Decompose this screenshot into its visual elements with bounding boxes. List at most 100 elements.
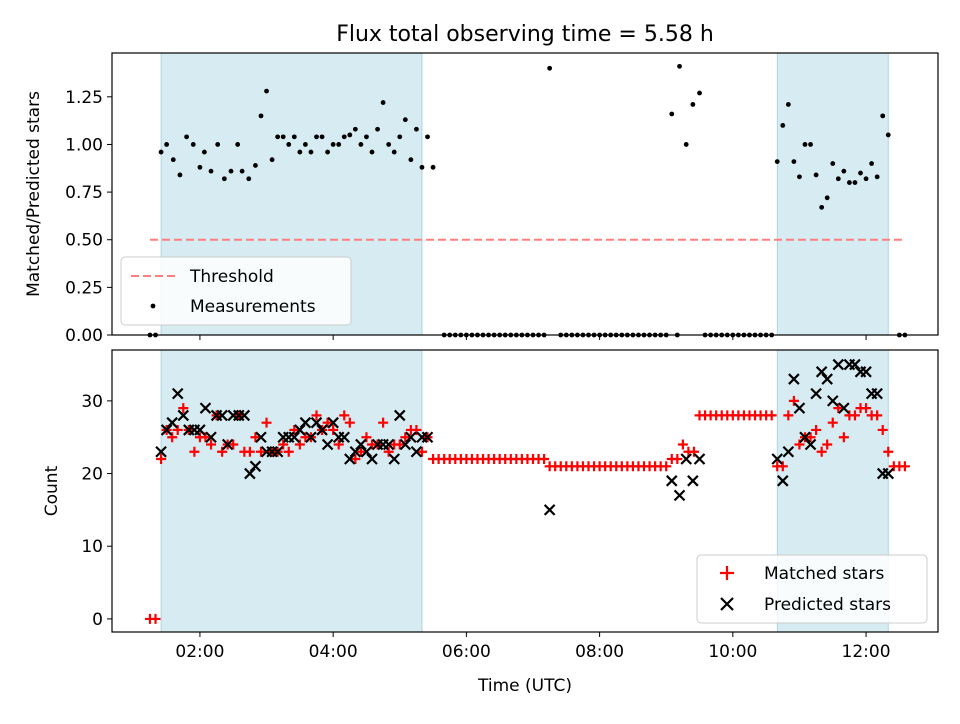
matched-star-point bbox=[206, 439, 217, 450]
predicted-star-point bbox=[299, 416, 312, 429]
x-tick-label: 04:00 bbox=[309, 642, 358, 662]
y-tick-label: 0 bbox=[92, 610, 103, 630]
top-legend: Threshold Measurements bbox=[120, 256, 352, 326]
predicted-star-point bbox=[543, 504, 556, 516]
figure-title: Flux total observing time = 5.58 h bbox=[336, 22, 714, 47]
y-tick-label: 30 bbox=[81, 392, 103, 412]
matched-star-point bbox=[333, 439, 344, 450]
predicted-star-point bbox=[849, 358, 861, 371]
predicted-star-point bbox=[249, 460, 262, 473]
measurement-point bbox=[170, 157, 176, 163]
predicted-star-point bbox=[665, 475, 678, 487]
matched-star-point bbox=[877, 424, 888, 435]
measurement-point bbox=[275, 134, 281, 140]
legend-measurements-swatch bbox=[150, 303, 156, 309]
matched-star-point bbox=[339, 410, 350, 421]
y-tick-label: 10 bbox=[81, 537, 103, 557]
measurement-point bbox=[869, 161, 875, 166]
measurement-point bbox=[397, 134, 403, 140]
matched-star-point bbox=[278, 439, 289, 450]
measurement-point bbox=[336, 142, 342, 147]
x-tick-label: 12:00 bbox=[842, 642, 891, 662]
measurement-point bbox=[677, 63, 682, 69]
predicted-star-point bbox=[294, 424, 306, 436]
matched-star-point bbox=[244, 446, 255, 457]
bottom-legend: Matched stars Predicted stars bbox=[696, 554, 928, 624]
predicted-star-point bbox=[305, 431, 317, 443]
measurement-point bbox=[885, 132, 891, 138]
measurement-point bbox=[246, 176, 252, 182]
measurement-point bbox=[669, 111, 675, 117]
matched-star-point bbox=[899, 461, 910, 472]
matched-star-point bbox=[400, 432, 411, 443]
measurement-point bbox=[880, 113, 886, 119]
predicted-star-point bbox=[255, 431, 267, 443]
matched-star-point bbox=[189, 446, 200, 457]
predicted-star-point bbox=[393, 409, 406, 422]
legend-matched-swatch bbox=[720, 566, 734, 580]
measurement-point bbox=[341, 134, 347, 140]
measurement-point bbox=[858, 170, 863, 176]
predicted-star-point bbox=[244, 467, 256, 480]
predicted-star-point bbox=[793, 402, 806, 414]
measurement-point bbox=[841, 168, 847, 174]
measurement-point bbox=[330, 142, 336, 147]
measurement-point bbox=[791, 159, 797, 165]
measurement-point bbox=[408, 157, 414, 163]
measurement-point bbox=[280, 134, 286, 140]
predicted-star-point bbox=[221, 438, 234, 451]
predicted-star-point bbox=[199, 402, 212, 414]
predicted-star-point bbox=[238, 409, 251, 422]
matched-star-point bbox=[861, 403, 872, 414]
matched-star-point bbox=[156, 454, 167, 465]
measurement-point bbox=[847, 180, 852, 185]
matched-star-point bbox=[883, 446, 894, 457]
predicted-star-point bbox=[838, 402, 850, 414]
matched-star-point bbox=[827, 417, 838, 428]
measurement-point bbox=[197, 164, 203, 170]
matched-star-point bbox=[672, 454, 683, 465]
measurement-point bbox=[364, 134, 369, 140]
measurement-point bbox=[352, 126, 358, 132]
measurement-point bbox=[215, 142, 221, 147]
y-tick-label: 20 bbox=[81, 465, 103, 485]
measurement-point bbox=[774, 159, 780, 165]
measurement-point bbox=[547, 65, 553, 71]
predicted-star-point bbox=[171, 387, 184, 400]
predicted-star-point bbox=[155, 445, 167, 458]
matched-star-point bbox=[217, 446, 228, 457]
measurement-point bbox=[391, 149, 397, 155]
predicted-star-point bbox=[288, 431, 301, 443]
measurement-point bbox=[824, 195, 830, 201]
legend-measurements-label: Measurements bbox=[190, 297, 316, 317]
top-y-axis-label: Matched/Predicted stars bbox=[24, 91, 44, 297]
predicted-star-point bbox=[388, 453, 400, 465]
measurement-point bbox=[690, 102, 696, 107]
measurement-point bbox=[158, 149, 164, 155]
predicted-star-point bbox=[421, 431, 434, 443]
measurement-point bbox=[164, 142, 170, 147]
measurement-point bbox=[780, 123, 786, 128]
predicted-star-point bbox=[366, 453, 378, 465]
shaded-interval bbox=[776, 52, 889, 336]
measurement-point bbox=[430, 164, 436, 170]
predicted-star-point bbox=[355, 438, 367, 451]
matched-star-point bbox=[344, 417, 355, 428]
matched-star-point bbox=[283, 446, 294, 457]
predicted-star-point bbox=[815, 366, 828, 378]
matched-star-point bbox=[805, 432, 816, 443]
measurement-point bbox=[314, 134, 319, 140]
predicted-star-point bbox=[205, 431, 217, 443]
measurement-point bbox=[190, 142, 196, 147]
predicted-star-point bbox=[194, 424, 206, 436]
predicted-star-point bbox=[177, 409, 190, 422]
predicted-star-point bbox=[321, 438, 334, 451]
matched-star-point bbox=[838, 432, 849, 443]
bottom-legend-box bbox=[696, 554, 928, 624]
predicted-star-point bbox=[804, 438, 817, 451]
measurement-point bbox=[797, 174, 802, 180]
matched-star-point bbox=[849, 410, 860, 421]
y-tick-label: 0.00 bbox=[65, 326, 103, 346]
predicted-star-point bbox=[810, 387, 822, 400]
measurement-point bbox=[813, 172, 819, 178]
